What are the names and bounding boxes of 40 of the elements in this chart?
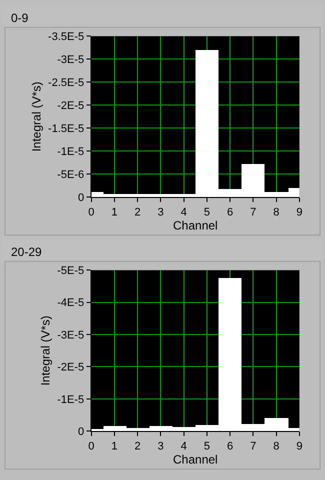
- y-tick-label: -3E-5: [57, 329, 84, 342]
- y-tick-label: -3.5E-5: [48, 31, 84, 44]
- x-tick-label: 8: [273, 206, 280, 218]
- x-tick-label: 5: [204, 440, 210, 452]
- x-tick-label: 7: [250, 440, 256, 452]
- x-tick-label: 4: [180, 206, 187, 218]
- x-tick-label: 9: [296, 206, 302, 218]
- x-tick-label: 1: [111, 206, 118, 218]
- x-tick-label: 6: [226, 206, 234, 218]
- x-tick-label: 2: [134, 206, 141, 218]
- x-tick-label: 9: [296, 440, 302, 452]
- x-tick-label: 3: [158, 206, 164, 218]
- y-tick-label: 0: [78, 192, 84, 204]
- x-tick-label: 8: [273, 440, 280, 452]
- y-tick-label: -2E-5: [57, 100, 84, 112]
- chart-title: 0-9: [11, 11, 29, 25]
- x-tick-label: 4: [180, 440, 187, 452]
- x-tick-label: 2: [134, 440, 141, 452]
- y-axis-title: Integral (V*s): [29, 82, 44, 152]
- x-tick-label: 1: [111, 440, 118, 452]
- x-tick-label: 5: [204, 206, 210, 218]
- x-axis-title: Channel: [173, 452, 218, 466]
- y-tick-label: -1E-5: [57, 394, 84, 406]
- x-tick-label: 0: [88, 206, 94, 218]
- y-tick-label: -5E-5: [57, 265, 84, 278]
- y-axis-title: Integral (V*s): [38, 316, 53, 386]
- y-tick-label: -5E-6: [57, 168, 84, 181]
- y-tick-label: -1E-5: [57, 146, 84, 158]
- chart-title: 20-29: [11, 245, 42, 259]
- y-tick-label: -2E-5: [57, 362, 84, 374]
- y-tick-label: -4E-5: [57, 297, 84, 310]
- x-tick-label: 7: [250, 206, 256, 218]
- y-tick-label: -1.5E-5: [48, 122, 84, 135]
- x-tick-label: 0: [88, 440, 94, 452]
- x-tick-label: 6: [226, 440, 234, 452]
- x-tick-label: 3: [158, 440, 164, 452]
- x-axis-title: Channel: [173, 218, 218, 232]
- y-tick-label: 0: [78, 426, 84, 438]
- y-tick-label: -3E-5: [57, 54, 84, 66]
- y-tick-label: -2.5E-5: [48, 77, 84, 90]
